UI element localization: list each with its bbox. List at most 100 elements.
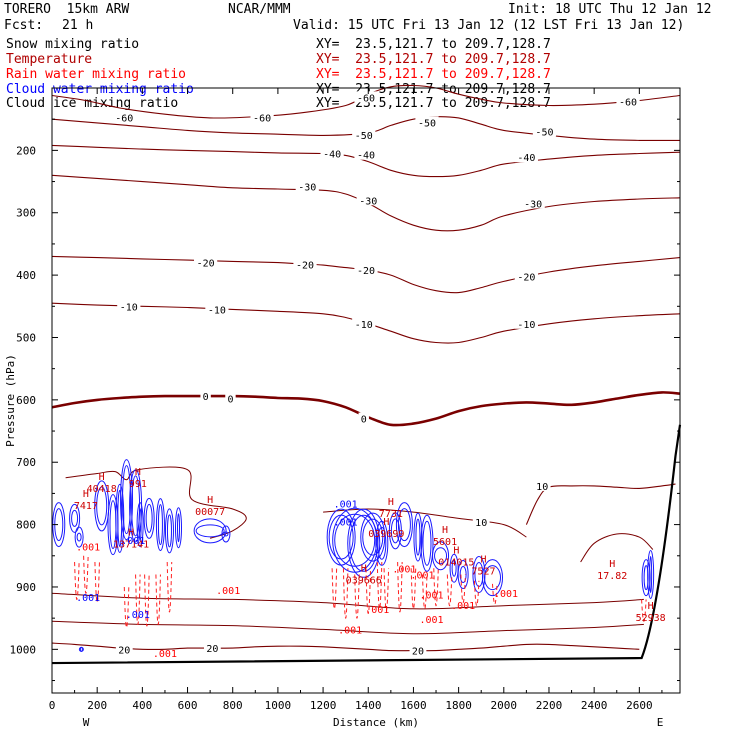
isotherm-label: -50 [418,118,436,129]
isotherm-label: -50 [355,131,373,142]
field-snow-xy: XY= 23.5,121.7 to 209.7,128.7 [316,37,551,52]
isotherm-label-bg [320,147,344,159]
y-tick-label: 700 [16,456,36,469]
isotherm-label: -60 [253,113,271,124]
x-tick-label: 2600 [626,699,653,712]
isotherm-label: -20 [517,272,535,283]
isotherm-label-bg [358,412,369,424]
cloud-water-contour [155,498,165,552]
isotherm-label-bg [533,479,551,491]
field-rain-name: Rain water mixing ratio [6,67,187,82]
cloud-water-contour [457,559,469,589]
cloud-water-contour [432,541,450,571]
field-snow-name: Snow mixing ratio [6,37,140,52]
high-value: 137141 [113,539,149,550]
y-tick-label: 1000 [10,643,37,656]
cloud-water-contour [122,465,132,535]
forecast-hour: 21 h [62,18,94,33]
cloud-water-contour [193,518,227,544]
cloud-water-contour [647,549,655,599]
isotherm-label-bg [354,264,378,276]
hydrometeor-label: .001 [76,542,100,553]
rain-water-contour [94,562,100,603]
rain-water-contour [365,568,372,614]
isotherm-label: -30 [359,196,377,207]
isotherm-label-bg [352,317,376,329]
cloud-water-contour [434,547,448,565]
x-tick-label: 200 [87,699,107,712]
high-value: 40418 [87,484,117,495]
field-temperature-xy: XY= 23.5,121.7 to 209.7,128.7 [316,52,551,67]
isotherm-minus-10 [51,302,681,344]
high-marker: H [361,564,367,575]
contour-labels: -60 -60 -60 -60 -50 -50 -50 -40 -40 -40 -30 -30 -30 -… [74,91,666,660]
hydrometeor-label: .001 [153,649,177,660]
isotherm-label: -10 [355,320,373,331]
isotherm-label: -20 [296,261,314,272]
isotherm-minus-40 [51,144,681,178]
cloud-water-contour [390,518,400,544]
isotherm-label-bg [115,643,133,655]
rain-water-contour [641,599,647,622]
isotherm-label-bg [409,644,427,656]
hydrometeor-label: .001 [392,564,416,575]
cloud-water-contour [74,526,84,548]
isotherm-label-bg [203,642,221,654]
rain-water-contour [446,574,453,607]
hydrometeor-contours [52,459,655,652]
isotherm-label: -10 [517,320,535,331]
high-marker: H [648,601,654,612]
hydrometeor-label: .001 [419,590,443,601]
isotherm-label-bg [354,91,378,103]
forecast-label: Fcst: [4,18,44,33]
isotherm-label-bg [354,148,378,160]
hydrometeor-label: .001 [410,570,434,581]
high-marker: H [480,554,486,565]
cloud-water-contour [377,526,387,560]
rain-water-contour [397,562,403,613]
cloud-water-contour [484,565,502,591]
isotherm-label: -10 [208,305,226,316]
x-tick-label: 1200 [310,699,337,712]
cloud-water-contour [413,512,423,562]
cloud-water-contour [388,512,402,550]
isotherm-label-bg [225,392,236,404]
cloud-water-contour [395,502,413,548]
isotherm-label: -20 [357,266,375,277]
y-axis-title: Pressure (hPa) [4,354,17,447]
init-time: Init: 18 UTC Thu 12 Jan 12 [508,2,712,17]
isotherm-label: 10 [475,518,487,529]
hydrometeor-label: .001 [76,593,100,604]
high-marker: H [609,559,615,570]
y-tick-label: 800 [16,519,36,532]
x-tick-label: 2200 [536,699,563,712]
high-marker: H [207,495,213,506]
isotherm-label: -30 [298,183,316,194]
high-value: 991 [129,479,147,490]
x-tick-label: 2400 [581,699,608,712]
hydrometeor-label: .001 [216,586,240,597]
x-tick-label: 600 [178,699,198,712]
rain-water-contour [354,574,360,619]
x-tick-label: 1400 [355,699,382,712]
cloud-water-contour [459,565,467,583]
cloud-water-contour [76,532,82,542]
hydrometeor-label: .001 [121,536,145,547]
rain-water-contour [410,568,417,609]
cloud-water-contour [115,483,125,553]
field-cloudwater-name: Cloud water mixing ratio [6,82,194,97]
cloud-water-contour [71,509,79,527]
isotherm-10 [525,483,676,525]
x-tick-label: 400 [132,699,152,712]
x-tick-label: 0 [49,699,56,712]
isotherm-label-bg [616,95,640,107]
isotherm-20 [51,642,640,652]
cloud-water-contour [362,518,384,556]
rain-water-contour [383,568,390,611]
cloud-water-contour [221,525,231,543]
rain-water-contour [166,562,173,613]
y-tick-label: 500 [16,331,36,344]
high-value: 17.82 [597,571,627,582]
field-rain-xy: XY= 23.5,121.7 to 209.7,128.7 [316,67,551,82]
rain-water-contour [155,574,161,625]
